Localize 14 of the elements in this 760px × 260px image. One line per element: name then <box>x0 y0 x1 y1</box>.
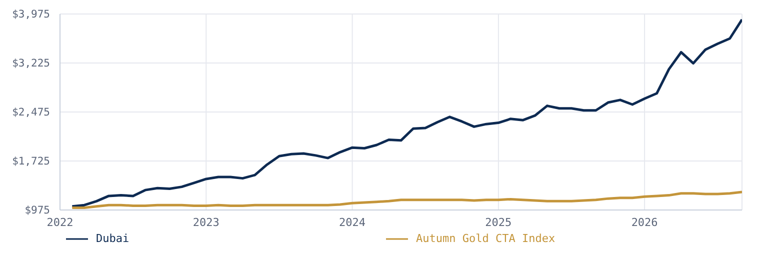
y-tick-label: $3,225 <box>12 58 50 70</box>
y-tick-label: $1,725 <box>12 156 50 168</box>
x-tick-label: 2024 <box>339 216 366 229</box>
line-series <box>70 190 742 209</box>
y-tick-label: $975 <box>24 204 50 217</box>
x-tick-label: 2022 <box>46 216 74 229</box>
x-tick-label: 2023 <box>192 216 220 229</box>
x-tick-label: 2025 <box>485 216 512 229</box>
x-tick-label: 2026 <box>631 216 658 229</box>
y-tick-label: $3,975 <box>12 8 50 21</box>
legend-label: Autumn Gold CTA Index <box>416 232 556 245</box>
legend-label: Dubai <box>96 232 130 245</box>
line-series <box>70 18 742 208</box>
y-tick-label: $2,475 <box>12 106 50 119</box>
